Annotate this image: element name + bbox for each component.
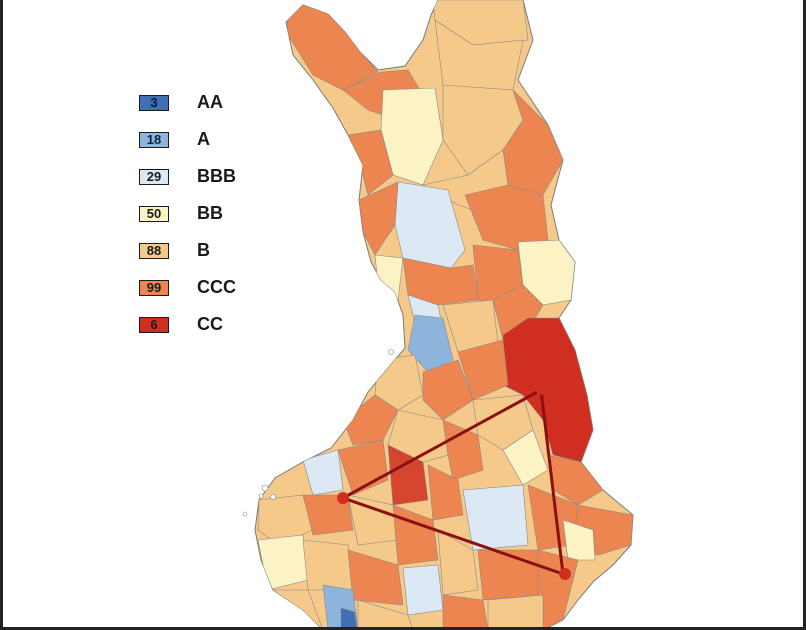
legend-label: BBB <box>197 166 236 186</box>
legend-swatch: 29 <box>139 168 169 185</box>
legend-swatch: 18 <box>139 131 169 148</box>
legend-swatch: 50 <box>139 205 169 222</box>
legend-item: 3 AA <box>139 84 236 121</box>
legend-item: 29 BBB <box>139 158 236 195</box>
legend-label: B <box>197 240 210 260</box>
legend-label: AA <box>197 92 223 112</box>
legend-item: 50 BB <box>139 195 236 232</box>
legend-swatch: 99 <box>139 279 169 296</box>
legend-item: 6 CC <box>139 306 236 343</box>
archipelago-islands <box>242 349 394 517</box>
legend-label: BB <box>197 203 223 223</box>
legend: 3 AA 18 A 29 BBB 50 BB 88 B 99 CCC 6 CC <box>139 84 236 343</box>
legend-label: CCC <box>197 277 236 297</box>
choropleth-map <box>242 0 634 627</box>
triangle-vertex-west <box>337 492 349 504</box>
legend-item: 18 A <box>139 121 236 158</box>
legend-label: A <box>197 129 210 149</box>
connection-triangle <box>337 385 571 580</box>
legend-item: 99 CCC <box>139 269 236 306</box>
legend-swatch: 3 <box>139 94 169 111</box>
municipality-regions <box>257 0 633 627</box>
legend-item: 88 B <box>139 232 236 269</box>
triangle-vertex-south <box>559 568 571 580</box>
legend-label: CC <box>197 314 223 334</box>
triangle-vertex-north <box>536 385 546 395</box>
legend-swatch: 6 <box>139 316 169 333</box>
legend-swatch: 88 <box>139 242 169 259</box>
